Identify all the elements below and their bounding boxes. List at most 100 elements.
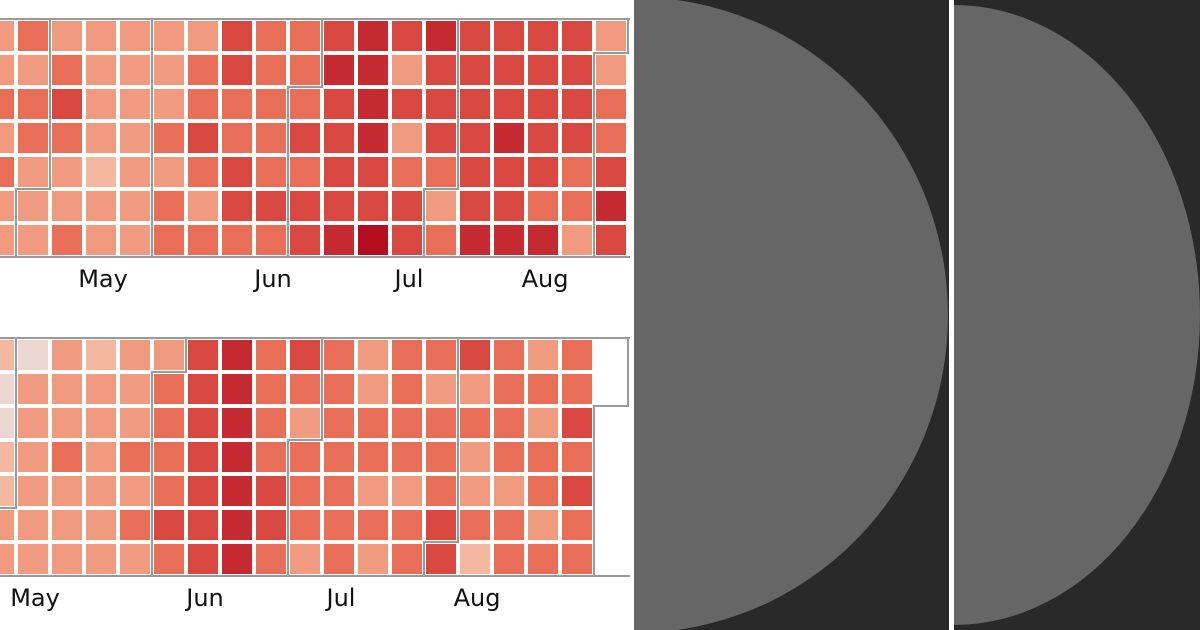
heatmap-cell xyxy=(0,340,14,370)
heatmap-cell xyxy=(324,21,354,51)
heatmap-cell xyxy=(324,55,354,85)
heatmap-cell xyxy=(188,544,218,574)
heatmap-cell xyxy=(562,157,592,187)
heatmap-cell xyxy=(392,89,422,119)
month-tick-label: Jul xyxy=(325,584,356,612)
heatmap-cell xyxy=(392,442,422,472)
heatmap-cell xyxy=(596,225,626,255)
heatmap-cell xyxy=(426,191,456,221)
heatmap-cell xyxy=(460,476,490,506)
heatmap-cell xyxy=(18,442,48,472)
heatmap-cell xyxy=(120,374,150,404)
heatmap-cell xyxy=(460,225,490,255)
heatmap-cell xyxy=(460,374,490,404)
heatmap-cell xyxy=(18,510,48,540)
heatmap-cell xyxy=(290,374,320,404)
heatmap-cell xyxy=(256,442,286,472)
heatmap-cell xyxy=(154,55,184,85)
heatmap-cell xyxy=(426,442,456,472)
heatmap-cell xyxy=(52,157,82,187)
heatmap-cell xyxy=(256,374,286,404)
heatmap-cell xyxy=(0,374,14,404)
heatmap-cell xyxy=(52,55,82,85)
heatmap-cell xyxy=(256,191,286,221)
heatmap-cell xyxy=(256,544,286,574)
heatmap-cell xyxy=(0,510,14,540)
heatmap-area: May Jun Jul Aug May Jun Jul Aug xyxy=(0,18,630,612)
heatmap-cell xyxy=(154,123,184,153)
heatmap-cell xyxy=(392,476,422,506)
heatmap-cell xyxy=(18,408,48,438)
heatmap-cell xyxy=(562,510,592,540)
heatmap-cell xyxy=(562,89,592,119)
heatmap-cell xyxy=(52,544,82,574)
heatmap-cell xyxy=(0,89,14,119)
heatmap-cell xyxy=(426,89,456,119)
heatmap-cell xyxy=(188,89,218,119)
heatmap-cell xyxy=(120,55,150,85)
panel-separator xyxy=(949,0,954,630)
heatmap-cell xyxy=(188,191,218,221)
heatmap-cell xyxy=(460,408,490,438)
heatmap-cell xyxy=(222,408,252,438)
heatmap-cell xyxy=(256,225,286,255)
heatmap-cell xyxy=(52,408,82,438)
heatmap-cell xyxy=(426,225,456,255)
heatmap-cell xyxy=(596,191,626,221)
heatmap-cell xyxy=(154,544,184,574)
heatmap-cell xyxy=(86,225,116,255)
heatmap-cell xyxy=(562,123,592,153)
heatmap-cell xyxy=(392,340,422,370)
heatmap-cell xyxy=(256,157,286,187)
month-tick-label: Jun xyxy=(252,265,292,293)
heatmap-cell xyxy=(120,21,150,51)
heatmap-cell xyxy=(392,510,422,540)
heatmap-cell xyxy=(0,442,14,472)
heatmap-cell xyxy=(290,157,320,187)
heatmap-cell xyxy=(528,225,558,255)
heatmap-cell xyxy=(120,225,150,255)
heatmap-cell xyxy=(52,191,82,221)
heatmap-cell xyxy=(460,55,490,85)
heatmap-cell xyxy=(528,510,558,540)
heatmap-cell xyxy=(18,157,48,187)
heatmap-cell xyxy=(86,408,116,438)
heatmap-cell xyxy=(426,157,456,187)
month-tick-label: May xyxy=(10,584,60,612)
heatmap-cell xyxy=(426,340,456,370)
heatmap-cell xyxy=(86,123,116,153)
heatmap-cell xyxy=(120,408,150,438)
heatmap-cell xyxy=(120,123,150,153)
heatmap-cell xyxy=(358,544,388,574)
heatmap-cell xyxy=(460,340,490,370)
heatmap-cell xyxy=(562,21,592,51)
heatmap-cell xyxy=(222,55,252,85)
heatmap-cell xyxy=(324,374,354,404)
heatmap-cell xyxy=(358,191,388,221)
heatmap-cell xyxy=(358,55,388,85)
heatmap-cell xyxy=(358,510,388,540)
heatmap-cell xyxy=(494,510,524,540)
heatmap-cell xyxy=(358,225,388,255)
heatmap-cell xyxy=(290,544,320,574)
heatmap-cell xyxy=(86,374,116,404)
heatmap-cell xyxy=(52,89,82,119)
heatmap-cell xyxy=(358,123,388,153)
heatmap-cell xyxy=(52,123,82,153)
heatmap-cell xyxy=(392,191,422,221)
heatmap-cell xyxy=(358,374,388,404)
heatmap-cell xyxy=(188,157,218,187)
heatmap-cell xyxy=(18,89,48,119)
heatmap-cell xyxy=(18,225,48,255)
heatmap-cell xyxy=(528,123,558,153)
heatmap-cell xyxy=(460,157,490,187)
heatmap-cell xyxy=(392,225,422,255)
heatmap-cell xyxy=(188,21,218,51)
heatmap-cell xyxy=(596,21,626,51)
heatmap-cell xyxy=(324,476,354,506)
heatmap-panel-1 xyxy=(0,19,629,257)
heatmap-cell xyxy=(154,225,184,255)
heatmap-cell xyxy=(528,55,558,85)
heatmap-cell xyxy=(426,374,456,404)
